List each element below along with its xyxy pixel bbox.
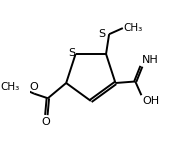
Text: O: O xyxy=(41,117,50,127)
Text: S: S xyxy=(99,29,106,39)
Text: CH₃: CH₃ xyxy=(124,23,143,33)
Text: OH: OH xyxy=(142,96,159,106)
Text: O: O xyxy=(29,82,38,92)
Text: S: S xyxy=(68,48,75,58)
Text: CH₃: CH₃ xyxy=(0,82,19,92)
Text: NH: NH xyxy=(142,56,159,66)
